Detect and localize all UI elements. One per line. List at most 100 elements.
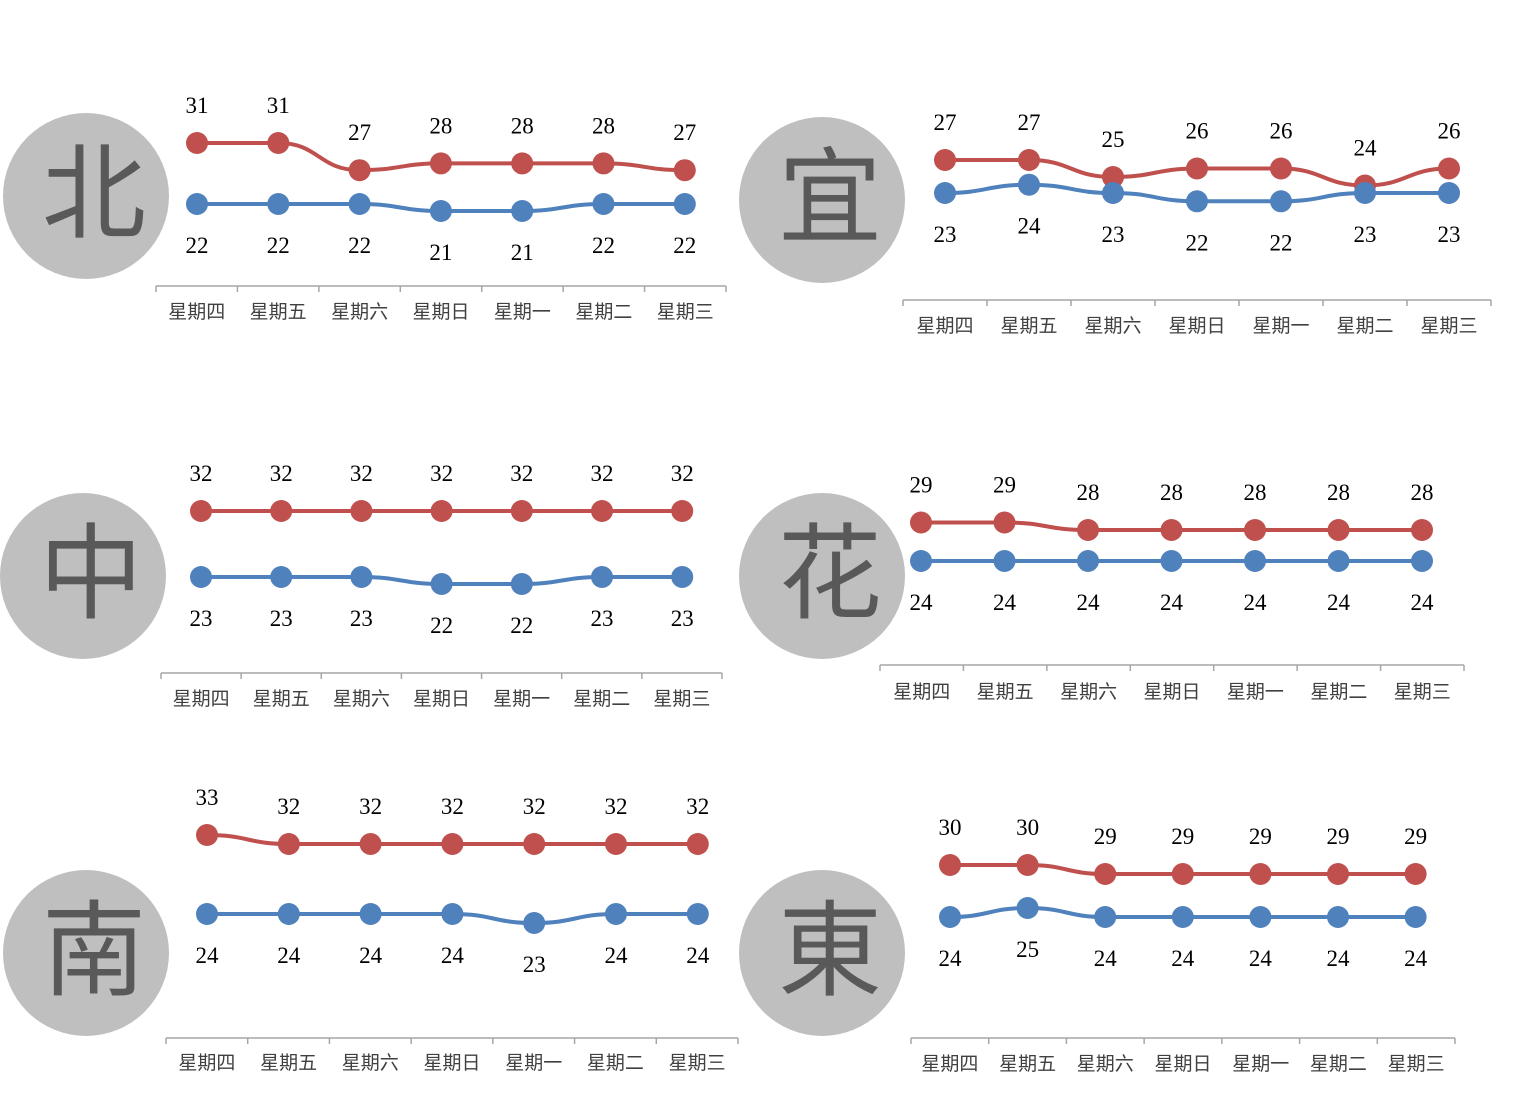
data-label-high: 31 (186, 93, 209, 118)
data-label-low: 23 (591, 606, 614, 631)
data-point-high (511, 152, 534, 175)
x-tick-label: 星期三 (1394, 681, 1451, 703)
data-point-high (196, 824, 218, 846)
data-point-low (1327, 906, 1349, 928)
data-label-high: 28 (592, 113, 615, 138)
data-point-high (441, 833, 464, 855)
data-point-low (1102, 182, 1124, 204)
data-point-high (592, 152, 615, 175)
data-label-low: 24 (1244, 590, 1268, 615)
data-point-low (1094, 906, 1117, 928)
data-label-low: 25 (1016, 937, 1039, 962)
x-tick-label: 星期六 (1077, 1053, 1134, 1075)
data-label-high: 28 (429, 113, 452, 138)
data-label-low: 24 (1411, 590, 1435, 615)
data-label-low: 21 (429, 240, 452, 265)
data-point-high (1018, 149, 1040, 171)
data-point-low (993, 550, 1016, 572)
data-label-low: 24 (1404, 946, 1428, 971)
data-label-high: 32 (277, 794, 300, 819)
data-label-low: 22 (1270, 230, 1293, 255)
x-tick-label: 星期二 (1310, 681, 1367, 703)
x-tick-label: 星期三 (1420, 315, 1477, 337)
x-tick-label: 星期日 (423, 1052, 480, 1074)
data-point-low (511, 200, 534, 222)
data-label-low: 22 (1186, 230, 1209, 255)
data-label-high: 28 (511, 113, 534, 138)
data-label-low: 24 (1018, 214, 1042, 239)
data-label-high: 27 (348, 120, 371, 145)
data-label-low: 24 (441, 943, 465, 968)
data-label-high: 32 (591, 461, 614, 486)
data-point-low (350, 566, 373, 588)
data-point-low (270, 566, 293, 588)
data-point-high (671, 500, 694, 522)
x-tick-label: 星期四 (178, 1052, 235, 1074)
data-label-high: 29 (1404, 824, 1427, 849)
data-point-low (939, 906, 961, 928)
data-point-high (523, 833, 546, 855)
data-point-low (1404, 906, 1427, 928)
region-label: 中 (39, 513, 143, 635)
data-point-high (190, 500, 212, 522)
data-label-high: 28 (1327, 480, 1350, 505)
data-point-low (1077, 550, 1099, 572)
x-tick-label: 星期四 (168, 301, 225, 323)
data-point-high (1404, 863, 1427, 885)
x-tick-label: 星期二 (573, 688, 630, 710)
data-point-high (1270, 157, 1292, 180)
data-point-high (429, 152, 452, 175)
data-label-low: 24 (939, 946, 963, 971)
data-label-high: 29 (1094, 824, 1117, 849)
data-label-low: 22 (348, 233, 371, 258)
data-point-low (1270, 190, 1292, 213)
data-label-low: 24 (686, 943, 710, 968)
data-label-low: 22 (592, 233, 615, 258)
data-point-low (186, 193, 208, 215)
data-point-low (592, 193, 615, 215)
x-tick-label: 星期四 (173, 688, 230, 710)
region-badge (739, 870, 905, 1036)
data-point-high (605, 833, 627, 855)
x-tick-label: 星期一 (494, 301, 551, 323)
data-label-low: 24 (1327, 946, 1351, 971)
data-label-low: 22 (673, 233, 696, 258)
x-tick-label: 星期三 (1388, 1053, 1445, 1075)
data-point-high (993, 511, 1016, 534)
data-label-high: 29 (1171, 824, 1194, 849)
data-label-high: 32 (350, 461, 373, 486)
data-label-high: 30 (1016, 815, 1039, 840)
data-point-low (267, 193, 290, 215)
data-label-high: 32 (190, 461, 213, 486)
x-tick-label: 星期二 (575, 301, 632, 323)
data-point-high (673, 159, 696, 182)
data-label-high: 30 (939, 815, 962, 840)
data-label-high: 32 (523, 794, 546, 819)
data-point-high (934, 149, 956, 171)
data-point-high (1016, 854, 1039, 876)
data-label-low: 24 (359, 943, 383, 968)
data-point-low (686, 903, 709, 925)
data-label-high: 32 (671, 461, 694, 486)
x-tick-label: 星期日 (412, 301, 469, 323)
x-tick-label: 星期日 (1168, 315, 1225, 337)
x-tick-label: 星期五 (999, 1053, 1056, 1075)
data-point-low (523, 912, 546, 934)
x-tick-label: 星期五 (253, 688, 310, 710)
x-tick-label: 星期日 (413, 688, 470, 710)
data-point-high (939, 854, 961, 876)
data-point-high (267, 132, 290, 154)
data-label-low: 23 (270, 606, 293, 631)
x-tick-label: 星期五 (250, 301, 307, 323)
data-point-low (348, 193, 371, 215)
x-tick-label: 星期一 (1227, 681, 1284, 703)
data-point-high (1186, 157, 1208, 180)
data-label-low: 23 (934, 222, 957, 247)
x-tick-label: 星期四 (893, 681, 950, 703)
data-point-low (510, 573, 533, 595)
data-label-high: 28 (1244, 480, 1267, 505)
